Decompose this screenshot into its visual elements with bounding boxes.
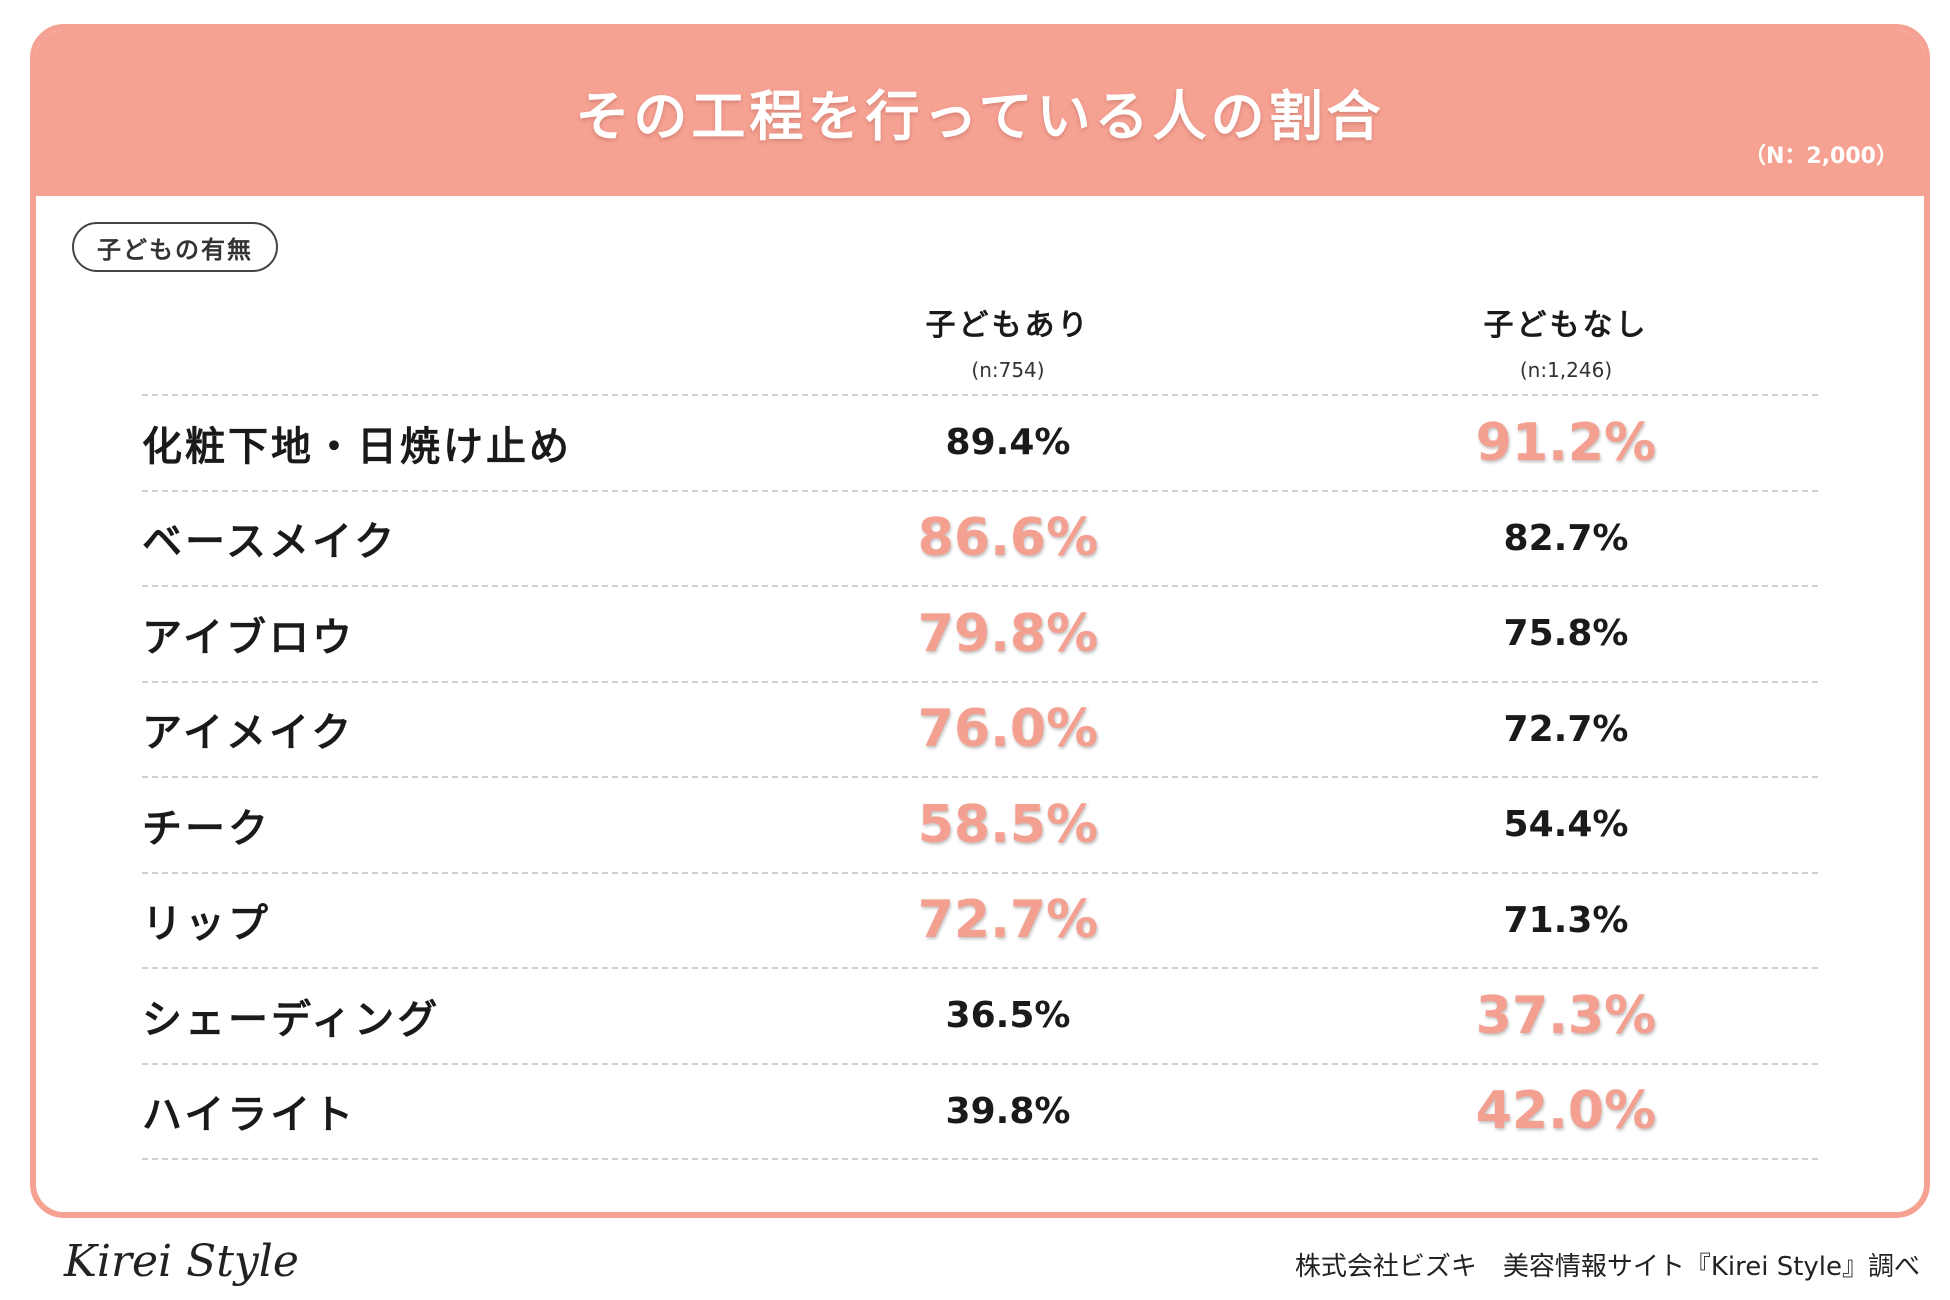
table-row: アイブロウ 79.8% 75.8%	[142, 587, 1818, 683]
row-label: 化粧下地・日焼け止め	[142, 423, 572, 470]
highlighted-value-cell: 58.5%	[917, 794, 1099, 855]
row-label: ベースメイク	[142, 519, 398, 566]
row-label: チーク	[142, 805, 271, 852]
column-sample: (n:754)	[971, 358, 1045, 382]
table-row: ハイライト 39.8% 42.0%	[142, 1065, 1818, 1160]
table-row: シェーディング 36.5% 37.3%	[142, 969, 1818, 1065]
brand-logo: Kirei Style	[64, 1236, 299, 1287]
table-row: ベースメイク 86.6% 82.7%	[142, 492, 1818, 587]
column-header-without-children: 子どもなし (n:1,246)	[1366, 300, 1766, 382]
value-cell: 39.8%	[945, 1090, 1071, 1132]
table-row: アイメイク 76.0% 72.7%	[142, 683, 1818, 778]
value-cell: 72.7%	[1503, 708, 1629, 750]
value-cell: 82.7%	[1503, 517, 1629, 559]
column-label: 子どもあり	[925, 308, 1091, 343]
row-label: シェーディング	[142, 996, 441, 1043]
value-cell: 54.4%	[1503, 804, 1629, 846]
table-row: リップ 72.7% 71.3%	[142, 874, 1818, 969]
table-row: 化粧下地・日焼け止め 89.4% 91.2%	[142, 396, 1818, 492]
source-credit: 株式会社ビズキ 美容情報サイト『Kirei Style』調べ	[1294, 1252, 1920, 1282]
highlighted-value-cell: 37.3%	[1475, 985, 1657, 1046]
row-label: リップ	[142, 901, 271, 948]
column-sample: (n:1,246)	[1519, 358, 1613, 382]
row-label: ハイライト	[142, 1092, 357, 1139]
group-label: 子どもの有無	[72, 222, 278, 272]
table-row: チーク 58.5% 54.4%	[142, 778, 1818, 874]
value-cell: 89.4%	[945, 422, 1071, 464]
highlighted-value-cell: 42.0%	[1475, 1081, 1657, 1142]
highlighted-value-cell: 79.8%	[917, 603, 1099, 664]
highlighted-value-cell: 76.0%	[917, 699, 1099, 760]
highlighted-value-cell: 86.6%	[917, 508, 1099, 569]
column-label: 子どもなし	[1483, 308, 1649, 343]
row-label: アイブロウ	[142, 614, 355, 661]
title-banner: その工程を行っている人の割合 （N：2,000）	[36, 30, 1924, 196]
chart-card: その工程を行っている人の割合 （N：2,000） 子どもの有無 子どもあり (n…	[30, 24, 1930, 1218]
highlighted-value-cell: 91.2%	[1475, 412, 1657, 473]
highlighted-value-cell: 72.7%	[917, 890, 1099, 951]
chart-title: その工程を行っている人の割合	[575, 85, 1385, 148]
value-cell: 71.3%	[1503, 899, 1629, 941]
data-table: 化粧下地・日焼け止め 89.4% 91.2% ベースメイク 86.6% 82.7% アイブロ…	[142, 394, 1818, 1160]
value-cell: 75.8%	[1503, 613, 1629, 655]
value-cell: 36.5%	[945, 995, 1071, 1037]
column-header-with-children: 子どもあり (n:754)	[808, 300, 1208, 382]
sample-size: （N：2,000）	[1743, 144, 1898, 169]
row-label: アイメイク	[142, 710, 355, 757]
